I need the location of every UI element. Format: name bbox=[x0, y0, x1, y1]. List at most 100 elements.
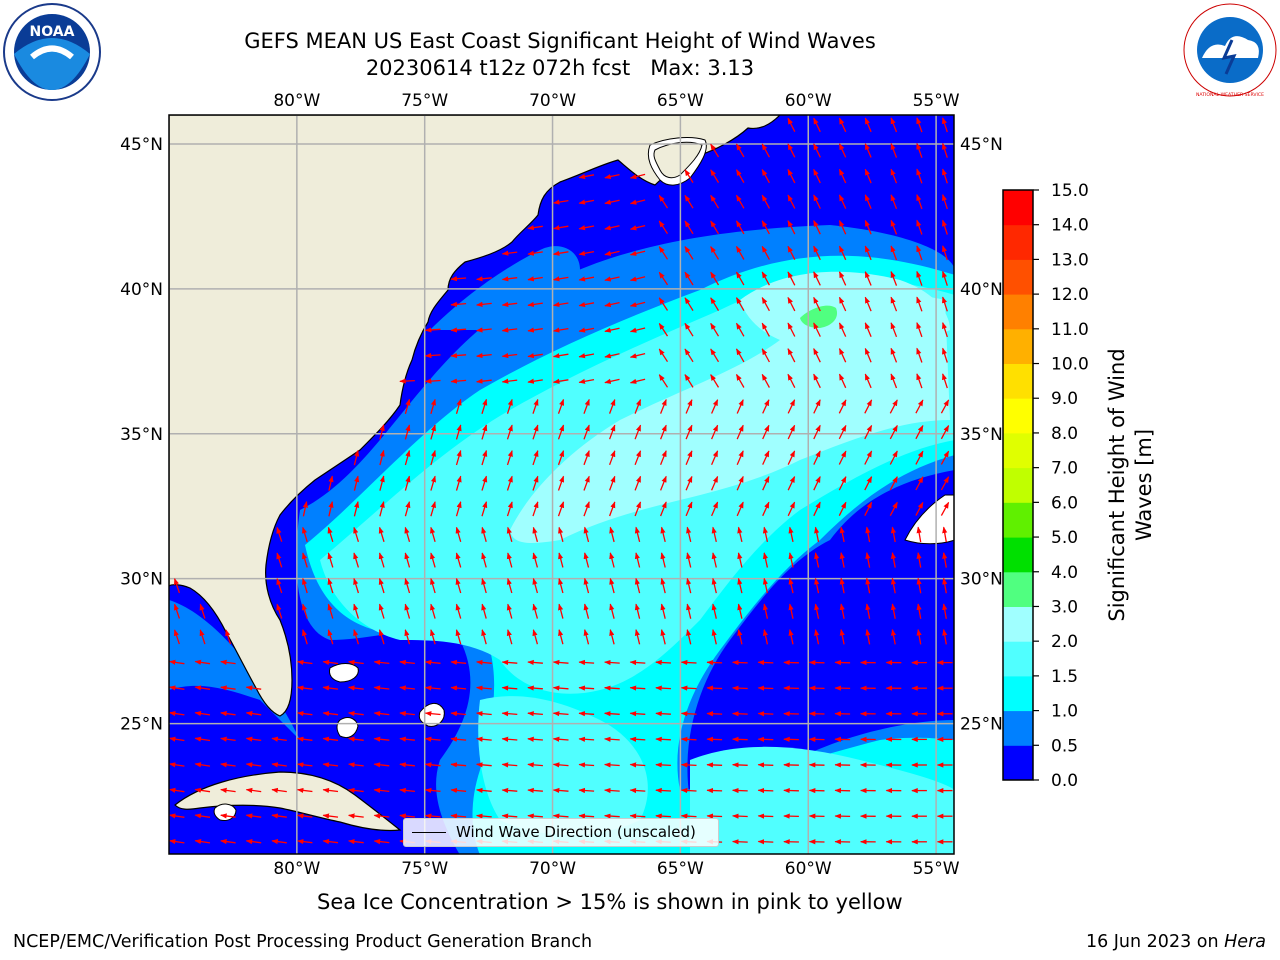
wave-arrow-18 bbox=[604, 173, 620, 180]
wave-arrow-398 bbox=[481, 603, 487, 619]
wave-arrow-525 bbox=[706, 711, 723, 717]
wave-arrow-370 bbox=[506, 577, 513, 594]
wave-arrow-119 bbox=[890, 296, 898, 312]
wave-arrow-112 bbox=[710, 297, 720, 311]
wave-arrow-129 bbox=[604, 327, 620, 333]
wave-arrow-82 bbox=[450, 276, 467, 282]
wave-arrow-536 bbox=[194, 736, 211, 742]
wave-arrow-639 bbox=[450, 813, 467, 819]
wave-arrow-304 bbox=[915, 501, 924, 516]
wave-arrow-330 bbox=[890, 526, 897, 543]
wave-arrow-19 bbox=[629, 173, 646, 180]
wave-arrow-135 bbox=[761, 322, 770, 337]
wave-arrow-136 bbox=[787, 322, 796, 337]
wave-arrow-395 bbox=[404, 603, 411, 619]
wave-arrow-11 bbox=[813, 143, 821, 158]
wave-arrow-613 bbox=[578, 787, 595, 794]
wave-arrow-541 bbox=[322, 736, 339, 742]
legend-line-sample bbox=[412, 832, 446, 833]
wave-arrow-464 bbox=[680, 659, 697, 666]
land bbox=[169, 115, 954, 832]
wave-arrow-552 bbox=[604, 736, 620, 742]
wave-arrow-339 bbox=[430, 552, 436, 568]
wave-arrow-333 bbox=[276, 552, 283, 568]
colorbar-tick-8: 6.0 bbox=[1051, 493, 1078, 513]
wave-arrow-426 bbox=[455, 629, 462, 645]
wave-arrow-434 bbox=[660, 629, 666, 645]
wave-arrow-616 bbox=[655, 787, 671, 794]
wave-arrow-523 bbox=[655, 711, 671, 717]
wave-arrow-14 bbox=[890, 142, 898, 158]
wave-arrow-114 bbox=[761, 297, 770, 312]
wave-arrow-465 bbox=[706, 659, 723, 666]
colorbar-tick-3: 1.5 bbox=[1051, 667, 1078, 687]
band-0p5-1p0-ne bbox=[430, 246, 580, 330]
wave-arrow-99 bbox=[890, 270, 898, 286]
wave-arrow-475 bbox=[169, 685, 185, 691]
wave-arrow-495 bbox=[706, 685, 723, 691]
wave-arrow-408 bbox=[737, 603, 743, 619]
wave-arrow-497 bbox=[757, 685, 774, 691]
wave-arrow-186 bbox=[404, 398, 411, 414]
wave-arrow-648 bbox=[680, 813, 697, 819]
wave-arrow-176 bbox=[710, 374, 720, 388]
wave-arrow-404 bbox=[634, 603, 641, 619]
wave-arrow-581 bbox=[552, 762, 569, 768]
wave-arrow-463 bbox=[655, 659, 671, 666]
lon-tick-top-2: 70°W bbox=[529, 91, 576, 111]
wave-arrow-2 bbox=[838, 117, 847, 133]
wave-arrow-539 bbox=[271, 736, 287, 742]
wave-arrow-421 bbox=[327, 629, 334, 645]
wave-arrow-349 bbox=[686, 552, 692, 568]
wave-arrow-311 bbox=[404, 526, 411, 542]
wave-arrow-320 bbox=[634, 526, 641, 543]
wave-arrow-52 bbox=[658, 220, 669, 235]
wave-arrow-25 bbox=[813, 168, 821, 184]
wave-arrow-335 bbox=[327, 552, 334, 568]
colorbar-tick-17: 15.0 bbox=[1051, 181, 1089, 201]
wave-arrow-17 bbox=[578, 173, 595, 180]
wave-arrow-288 bbox=[506, 501, 513, 517]
wave-arrow-478 bbox=[245, 685, 262, 691]
south-patch bbox=[213, 803, 237, 821]
wave-arrow-214 bbox=[532, 424, 539, 440]
colorbar-segment-4 bbox=[1003, 606, 1033, 642]
wave-arrow-245 bbox=[711, 450, 719, 465]
band-2p0-3p0 bbox=[510, 294, 950, 543]
wave-arrow-130 bbox=[629, 327, 646, 333]
wave-arrow-162 bbox=[916, 347, 923, 363]
wave-arrow-547 bbox=[476, 736, 492, 742]
wave-arrow-305 bbox=[940, 501, 950, 516]
wave-arrow-603 bbox=[322, 787, 339, 793]
wave-arrow-461 bbox=[604, 659, 620, 666]
wave-arrow-79 bbox=[890, 245, 898, 261]
wave-arrow-505 bbox=[169, 710, 185, 717]
wave-arrow-513 bbox=[399, 711, 415, 717]
wave-arrow-120 bbox=[916, 296, 923, 312]
wave-arrow-605 bbox=[373, 787, 390, 794]
wave-arrow-558 bbox=[757, 736, 774, 742]
wave-arrow-93 bbox=[735, 271, 745, 286]
wave-arrow-609 bbox=[476, 787, 492, 794]
wave-arrow-259 bbox=[430, 475, 436, 491]
wave-arrow-584 bbox=[629, 762, 646, 768]
wave-arrow-310 bbox=[378, 526, 385, 542]
wave-arrow-86 bbox=[552, 276, 569, 282]
wave-arrow-263 bbox=[532, 475, 539, 491]
wave-arrow-148 bbox=[552, 353, 569, 359]
wave-arrow-286 bbox=[455, 501, 462, 517]
wave-arrow-435 bbox=[686, 629, 692, 645]
wave-arrow-138 bbox=[838, 322, 847, 337]
wave-arrow-181 bbox=[838, 373, 847, 389]
wave-arrow-454 bbox=[424, 659, 441, 666]
wave-arrow-297 bbox=[736, 501, 744, 517]
wave-arrow-388 bbox=[173, 603, 181, 619]
wave-arrow-220 bbox=[685, 424, 693, 440]
wave-arrow-77 bbox=[838, 245, 847, 261]
wave-arrow-219 bbox=[659, 424, 667, 440]
colorbar-label: Significant Height of Wind Waves [m] bbox=[1105, 348, 1156, 621]
wave-arrow-211 bbox=[455, 424, 462, 440]
wave-arrow-364 bbox=[353, 577, 360, 594]
wave-arrow-36 bbox=[684, 194, 694, 209]
wave-arrow-12 bbox=[838, 143, 847, 158]
